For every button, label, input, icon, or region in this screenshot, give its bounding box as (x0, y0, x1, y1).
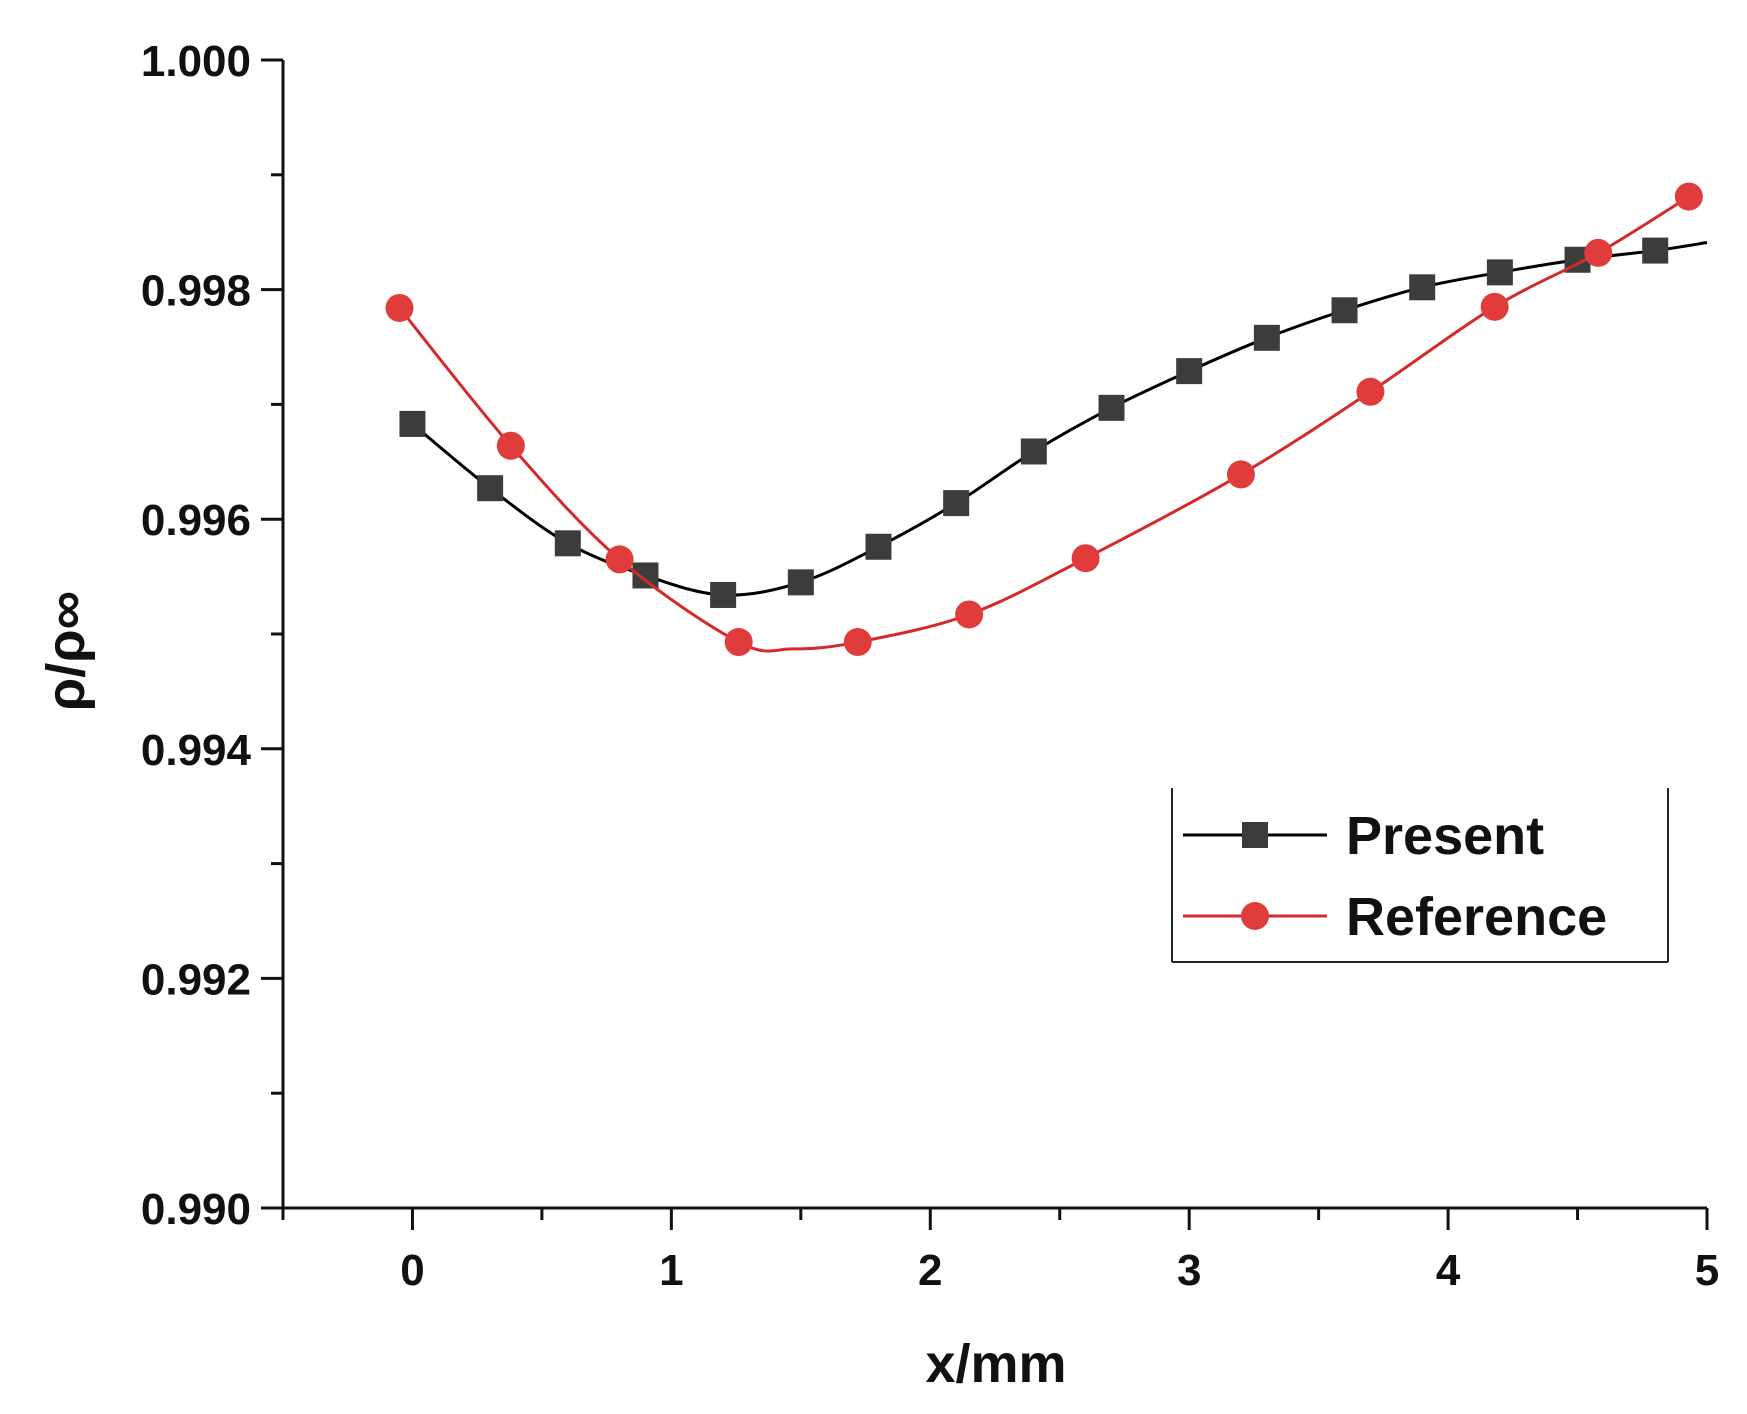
data-point-reference (496, 431, 525, 460)
data-point-reference (724, 628, 753, 657)
legend: Present Reference (1171, 788, 1669, 963)
y-tick-label: 0.996 (141, 496, 251, 545)
data-point-present (943, 490, 970, 517)
data-point-present (865, 533, 892, 560)
data-point-present (1176, 358, 1203, 385)
data-point-reference (1226, 460, 1255, 489)
data-point-present (787, 569, 814, 596)
x-tick-label: 5 (1695, 1246, 1719, 1295)
y-tick-label: 0.998 (141, 267, 251, 316)
data-point-present (1642, 237, 1669, 264)
series-reference (385, 182, 1703, 657)
data-point-reference (1480, 292, 1509, 321)
x-tick-label: 0 (400, 1246, 424, 1295)
data-point-reference (1584, 238, 1613, 267)
data-point-present (710, 581, 737, 608)
data-point-reference (605, 545, 634, 574)
x-tick-label: 1 (659, 1246, 683, 1295)
data-point-present (1098, 394, 1125, 421)
legend-label-reference: Reference (1346, 887, 1607, 947)
data-point-present (1253, 324, 1280, 351)
x-tick-label: 4 (1436, 1246, 1461, 1295)
series-layer (385, 182, 1708, 657)
data-point-reference (1674, 182, 1703, 211)
x-tick-label: 2 (918, 1246, 942, 1295)
data-point-present (1409, 274, 1436, 301)
legend-label-present: Present (1346, 806, 1544, 866)
y-tick-label: 1.000 (141, 37, 251, 86)
data-point-present (554, 530, 581, 557)
data-point-reference (1356, 377, 1385, 406)
y-tick-label: 0.994 (141, 726, 252, 775)
data-point-present (1486, 259, 1513, 286)
data-point-present (632, 562, 659, 589)
y-tick-label: 0.992 (141, 955, 251, 1004)
data-point-present (1331, 297, 1358, 324)
data-point-present (477, 475, 504, 502)
data-point-present (399, 410, 426, 437)
legend-marker-reference (1241, 902, 1269, 930)
data-point-reference (843, 628, 872, 657)
series-present (399, 237, 1708, 608)
legend-marker-present (1242, 822, 1268, 848)
data-point-reference (385, 293, 414, 322)
data-point-reference (955, 600, 984, 629)
y-tick-label: 0.990 (141, 1185, 251, 1234)
x-tick-label: 3 (1177, 1246, 1201, 1295)
x-axis-title: x/mm (925, 1334, 1066, 1394)
data-point-present (1020, 438, 1047, 465)
data-point-reference (1071, 544, 1100, 573)
axes: 0.990 0.992 0.994 0.996 0.998 1.000 0 1 2 3 4 5 (141, 37, 1719, 1295)
y-axis-title: ρ/ρ∞ (36, 591, 96, 711)
